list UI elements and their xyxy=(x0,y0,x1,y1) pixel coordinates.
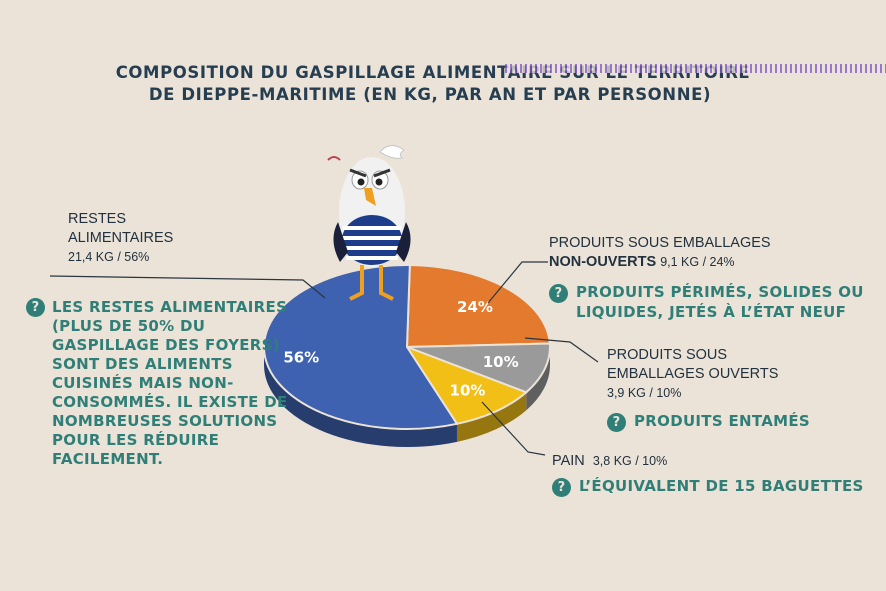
chart-title-line2: DE DIEPPE-MARITIME (EN KG, PAR AN ET PAR… xyxy=(148,85,712,104)
render-glitch-strip xyxy=(505,64,886,73)
label-pain-name: PAIN xyxy=(552,453,585,469)
label-ouverts-line1: PRODUITS SOUS xyxy=(607,347,728,363)
label-restes: RESTES ALIMENTAIRES 21,4 KG / 56% xyxy=(68,210,173,267)
pie-pct-label-0: 56% xyxy=(283,348,319,366)
leader-lines xyxy=(49,261,599,456)
leader-line-pain xyxy=(481,401,546,456)
leader-line-non-ouverts xyxy=(487,261,548,304)
seagull-mascot-icon xyxy=(327,145,411,301)
leader-line-restes xyxy=(49,275,326,299)
label-ouverts-line2: EMBALLAGES OUVERTS xyxy=(607,366,779,382)
note-pain: ? L’ÉQUIVALENT DE 15 BAGUETTES xyxy=(552,477,864,497)
label-non-ouverts-bold: NON-OUVERTS xyxy=(549,254,657,270)
pie-slice-0 xyxy=(263,264,459,430)
note-ouverts: ? PRODUITS ENTAMÉS xyxy=(607,412,810,432)
question-icon: ? xyxy=(552,478,571,497)
question-icon: ? xyxy=(549,284,568,303)
label-restes-line1: RESTES xyxy=(68,211,127,227)
pie-slice-3 xyxy=(404,344,529,425)
note-pain-text: L’ÉQUIVALENT DE 15 BAGUETTES xyxy=(579,477,864,495)
label-restes-line2: ALIMENTAIRES xyxy=(68,230,174,246)
question-icon: ? xyxy=(26,298,45,317)
label-non-ouverts-value: 9,1 KG / 24% xyxy=(660,255,735,269)
pie-labels: 24% 10% 10% 56% xyxy=(283,298,518,400)
pie-slice-2 xyxy=(406,342,551,394)
pie-side-2 xyxy=(526,347,550,411)
pie-pct-label-3: 10% xyxy=(450,382,486,400)
pie-slice-1 xyxy=(405,264,551,349)
pie-side-0 xyxy=(264,347,457,447)
leader-line-ouverts xyxy=(524,337,599,363)
label-non-ouverts-line1: PRODUITS SOUS EMBALLAGES xyxy=(549,235,771,251)
label-non-ouverts: PRODUITS SOUS EMBALLAGES NON-OUVERTS 9,1… xyxy=(549,234,771,272)
note-restes-text: LES RESTES ALIMENTAIRES (PLUS DE 50% DU … xyxy=(52,298,288,468)
label-ouverts: PRODUITS SOUS EMBALLAGES OUVERTS 3,9 KG … xyxy=(607,346,778,403)
label-pain-value: 3,8 KG / 10% xyxy=(592,454,668,468)
note-non-ouverts-line1: PRODUITS PÉRIMÉS, SOLIDES OU xyxy=(576,283,864,301)
label-restes-value: 21,4 KG / 56% xyxy=(68,250,150,264)
pie-tops xyxy=(263,264,551,430)
pie-pct-label-1: 24% xyxy=(457,298,493,316)
label-pain: PAIN 3,8 KG / 10% xyxy=(552,452,667,471)
pie-pct-label-2: 10% xyxy=(483,353,519,371)
note-non-ouverts: ? PRODUITS PÉRIMÉS, SOLIDES OU LIQUIDES, … xyxy=(549,283,864,322)
note-restes: ? LES RESTES ALIMENTAIRES (PLUS DE 50% D… xyxy=(26,298,296,469)
note-non-ouverts-line2: LIQUIDES, JETÉS À L’ÉTAT NEUF xyxy=(576,303,847,321)
question-icon: ? xyxy=(607,413,626,432)
label-ouverts-value: 3,9 KG / 10% xyxy=(607,386,682,400)
note-ouverts-text: PRODUITS ENTAMÉS xyxy=(634,412,811,430)
